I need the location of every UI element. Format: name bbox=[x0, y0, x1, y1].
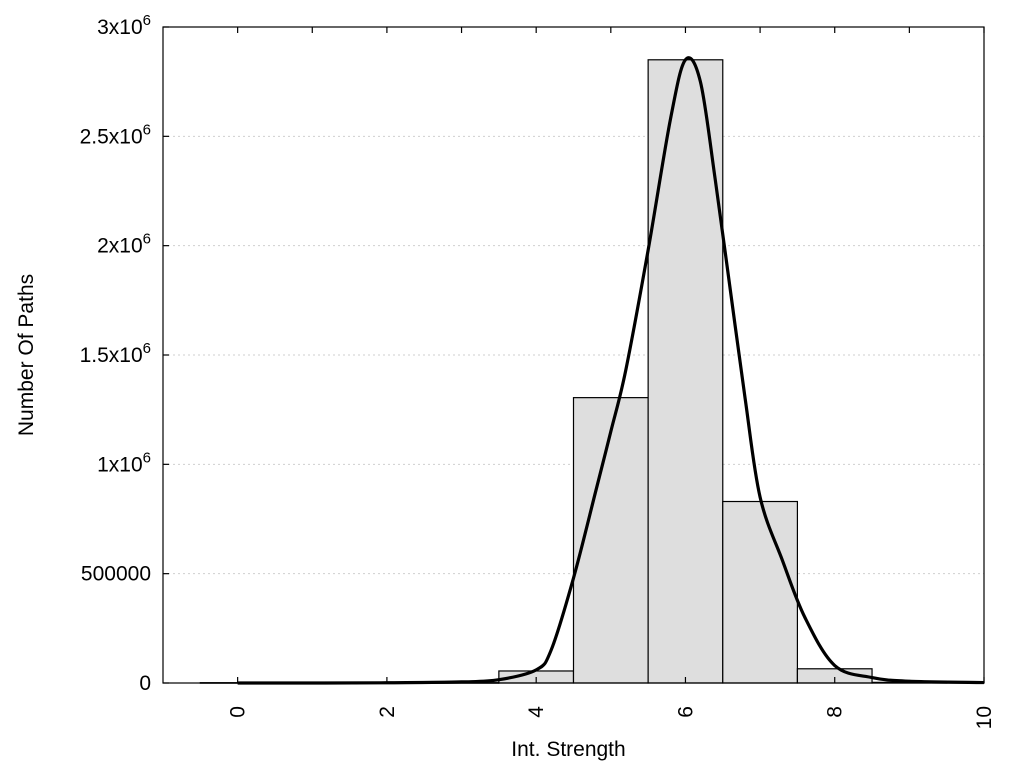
x-axis-label: Int. Strength bbox=[511, 738, 625, 761]
histogram-bar bbox=[722, 500, 799, 684]
y-axis-label: Number Of Paths bbox=[15, 274, 38, 436]
x-tick-label: 6 bbox=[674, 706, 697, 718]
y-tick-label: 2x106 bbox=[97, 231, 151, 258]
x-tick-label: 4 bbox=[525, 706, 548, 718]
x-tick-label: 10 bbox=[973, 706, 996, 729]
y-tick-label: 3x106 bbox=[97, 12, 151, 39]
y-tick-label: 1x106 bbox=[97, 449, 151, 476]
y-tick-label: 2.5x106 bbox=[80, 121, 151, 148]
y-tick-label: 1.5x106 bbox=[80, 340, 151, 367]
x-axis-ticks: 0 2 4 6 8 10 bbox=[227, 27, 996, 729]
histogram-bar bbox=[572, 397, 649, 684]
fit-curve bbox=[237, 56, 985, 685]
x-tick-label: 8 bbox=[824, 706, 847, 718]
bars bbox=[199, 59, 948, 684]
y-axis-ticks: 0 500000 1x106 1.5x106 2x106 2.5x106 3x106 bbox=[80, 12, 169, 695]
histogram-bar bbox=[647, 59, 724, 684]
x-tick-label: 2 bbox=[376, 706, 399, 718]
y-tick-label: 500000 bbox=[81, 563, 151, 586]
x-tick-label: 0 bbox=[227, 706, 250, 718]
y-tick-label: 0 bbox=[139, 672, 151, 695]
